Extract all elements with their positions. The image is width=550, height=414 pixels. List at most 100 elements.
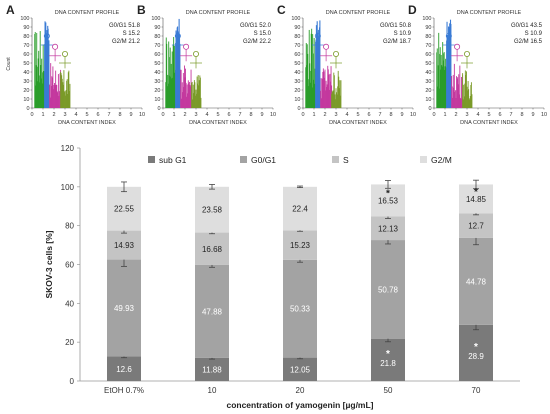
x-axis-label: DNA CONTENT INDEX	[58, 120, 116, 126]
histogram-title: DNA CONTENT PROFILE	[186, 10, 251, 16]
y-axis-label: Count	[6, 57, 12, 71]
x-tick-label: 2	[323, 112, 326, 118]
x-tick-label: 10	[139, 112, 145, 118]
bar-value-label: 15.23	[290, 241, 311, 250]
y-tick-label: 70	[294, 43, 300, 49]
stat-g2m: G2/M 22.2	[243, 39, 272, 45]
bar-value-label: 44.78	[466, 277, 487, 286]
y-tick-label: 40	[154, 70, 160, 76]
bar-y-tick-label: 60	[65, 261, 74, 270]
significance-marker: *	[474, 187, 478, 198]
bar-value-label: 12.6	[116, 365, 132, 374]
y-tick-label: 20	[23, 88, 29, 94]
panel-letter: B	[137, 3, 146, 17]
bar-value-label: 22.4	[292, 205, 308, 214]
significance-marker: *	[386, 188, 390, 199]
panel-letter: D	[408, 3, 417, 17]
x-tick-label: 5	[85, 112, 88, 118]
y-tick-label: 10	[154, 97, 160, 103]
stat-g2m: G2/M 18.7	[383, 39, 412, 45]
x-tick-label: 4	[476, 112, 479, 118]
legend-swatch-3	[420, 156, 427, 163]
histogram-title: DNA CONTENT PROFILE	[55, 10, 120, 16]
x-axis-label: DNA CONTENT INDEX	[460, 120, 518, 126]
bar-segment-s	[195, 232, 229, 265]
legend-label-1: G0/G1	[251, 155, 276, 165]
bar-segment-g0g1	[459, 237, 493, 325]
significance-marker: *	[386, 349, 390, 360]
x-axis-label: DNA CONTENT INDEX	[189, 120, 247, 126]
y-tick-label: 90	[154, 25, 160, 31]
y-tick-label: 100	[291, 16, 300, 22]
x-tick-label: 8	[520, 112, 523, 118]
y-tick-label: 20	[154, 88, 160, 94]
y-tick-label: 30	[154, 79, 160, 85]
x-tick-label: 3	[194, 112, 197, 118]
stat-s: S 10.9	[394, 31, 412, 37]
x-tick-label: 6	[498, 112, 501, 118]
y-tick-label: 20	[425, 88, 431, 94]
x-tick-label: 3	[465, 112, 468, 118]
bar-segment-g2m	[371, 184, 405, 217]
bar-x-axis-title: concentration of yamogenin [µg/mL]	[226, 400, 373, 410]
x-tick-label: 4	[74, 112, 77, 118]
x-tick-label: 0	[432, 112, 435, 118]
histogram-panel-c: C DNA CONTENT PROFILE01020304050607080901…	[277, 3, 416, 126]
x-tick-label: 9	[531, 112, 534, 118]
y-tick-label: 30	[23, 79, 29, 85]
bar-y-tick-label: 80	[65, 222, 74, 231]
y-tick-label: 50	[294, 61, 300, 67]
x-tick-label: 3	[63, 112, 66, 118]
stat-g0g1: G0/G1 51.8	[109, 23, 141, 29]
bar-value-label: 23.58	[202, 206, 223, 215]
x-tick-label: 9	[260, 112, 263, 118]
bar-value-label: 12.05	[290, 365, 311, 374]
bar-segment-g2m	[283, 186, 317, 231]
stat-s: S 10.9	[525, 31, 543, 37]
gate-marker-circle	[332, 51, 339, 58]
gate-marker-circle	[454, 43, 461, 50]
bar-x-tick-label: 70	[472, 386, 481, 395]
bar-segment-g0g1	[195, 264, 229, 358]
stat-g2m: G2/M 21.2	[112, 39, 141, 45]
y-tick-label: 80	[425, 34, 431, 40]
x-tick-label: 7	[509, 112, 512, 118]
bar-value-label: 14.93	[114, 241, 135, 250]
flow-cytometry-histograms: A DNA CONTENT PROFILE01020304050607080901…	[6, 3, 547, 126]
x-tick-label: 5	[356, 112, 359, 118]
y-tick-label: 70	[23, 43, 29, 49]
bar-segment-g2m	[195, 186, 229, 233]
bar-segment-s	[459, 213, 493, 238]
y-tick-label: 10	[23, 97, 29, 103]
x-tick-label: 7	[378, 112, 381, 118]
bar-segment-s	[371, 216, 405, 241]
bar-value-label: 49.93	[114, 304, 135, 313]
bar-value-label: 50.78	[378, 285, 399, 294]
bar-y-tick-label: 0	[70, 377, 75, 386]
bar-segment-subg1	[195, 357, 229, 381]
y-tick-label: 60	[154, 52, 160, 58]
bar-segment-subg1	[283, 357, 317, 381]
y-tick-label: 80	[154, 34, 160, 40]
y-tick-label: 60	[294, 52, 300, 58]
bar-value-label: 11.88	[202, 365, 222, 374]
x-tick-label: 6	[96, 112, 99, 118]
x-tick-label: 0	[161, 112, 164, 118]
gate-marker-circle	[52, 43, 59, 50]
x-tick-label: 6	[367, 112, 370, 118]
x-tick-label: 10	[270, 112, 276, 118]
bar-value-label: 16.53	[378, 196, 399, 205]
x-tick-label: 1	[312, 112, 315, 118]
bar-segment-g2m	[459, 184, 493, 214]
y-tick-label: 40	[425, 70, 431, 76]
y-tick-label: 50	[23, 61, 29, 67]
stat-s: S 15.0	[254, 31, 272, 37]
bar-value-label: 28.9	[468, 352, 484, 361]
y-tick-label: 90	[294, 25, 300, 31]
histogram-panel-a: A DNA CONTENT PROFILE01020304050607080901…	[6, 3, 145, 126]
bar-x-tick-label: EtOH 0.7%	[104, 386, 144, 395]
legend-swatch-0	[148, 156, 155, 163]
bar-segment-subg1	[459, 324, 493, 381]
y-tick-label: 10	[294, 97, 300, 103]
